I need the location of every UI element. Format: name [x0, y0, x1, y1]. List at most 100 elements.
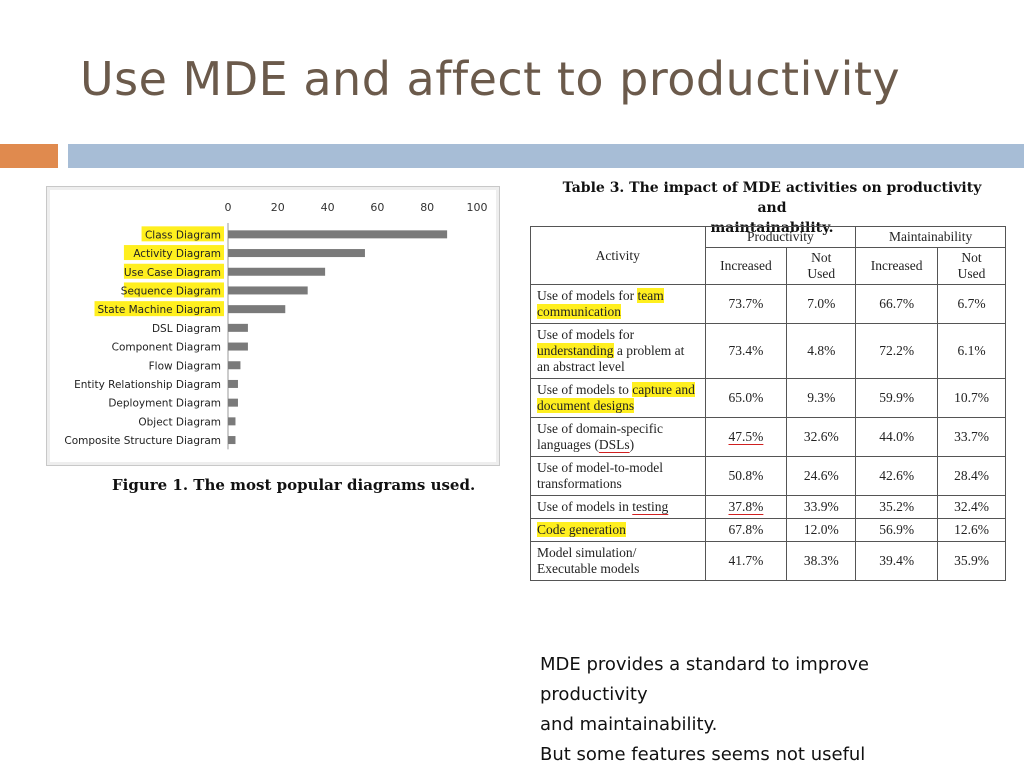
- header-increased: Increased: [704, 247, 788, 285]
- activity-highlight: Code generation: [537, 522, 626, 537]
- value-cell: 56.9%: [855, 518, 939, 542]
- x-tick-label: 80: [420, 201, 434, 214]
- category-highlight: [123, 263, 224, 279]
- x-tick-label: 40: [321, 201, 335, 214]
- slide-title: Use MDE and affect to productivity: [80, 52, 901, 106]
- activity-cell: Use of models in testing: [530, 495, 706, 519]
- activity-underline: DSLs: [598, 437, 630, 452]
- header-activity: Activity: [530, 226, 706, 285]
- value-text: 12.0%: [803, 522, 839, 537]
- table-row: Code generation 67.8% 12.0% 56.9% 12.6%: [530, 518, 1006, 542]
- value-cell: 32.4%: [937, 495, 1006, 519]
- diagram-usage-chart: 0 20 40 60 80 100 Class Diagram Activity Diagra…: [46, 186, 500, 466]
- category-label: Component Diagram: [112, 342, 221, 354]
- value-text: 9.3%: [807, 390, 836, 405]
- bar: [228, 417, 236, 426]
- activity-text: ): [629, 437, 635, 452]
- activity-cell: Use of models to capture and document de…: [530, 378, 706, 418]
- category-label: Flow Diagram: [149, 360, 221, 372]
- value-cell: 72.2%: [855, 323, 939, 379]
- value-text: 35.2%: [879, 499, 915, 514]
- value-cell: 73.4%: [704, 323, 788, 379]
- value-cell: 59.9%: [855, 378, 939, 418]
- bar: [228, 305, 286, 314]
- value-cell: 35.2%: [855, 495, 939, 519]
- slide-note: MDE provides a standard to improve produ…: [540, 650, 980, 770]
- header-not-used-line: Not: [961, 250, 982, 265]
- header-maintainability: Maintainability: [855, 226, 1006, 248]
- activity-cell: Model simulation/ Executable models: [530, 541, 706, 581]
- value-text: 32.6%: [803, 429, 839, 444]
- category-label: Activity Diagram: [133, 248, 221, 260]
- table-caption-line: Table 3. The impact of MDE activities on…: [562, 180, 982, 216]
- x-tick-label: 60: [370, 201, 384, 214]
- value-cell: 73.7%: [704, 284, 788, 324]
- activity-cell: Use of model-to-model transformations: [530, 456, 706, 496]
- impact-table: Activity Productivity Maintainability In…: [530, 226, 1006, 581]
- value-cell: 44.0%: [855, 417, 939, 457]
- activity-text: a problem at an abstract level: [537, 343, 685, 374]
- value-cell: 35.9%: [937, 541, 1006, 581]
- value-text: 10.7%: [954, 390, 989, 405]
- activity-cell: Use of models for team communication: [530, 284, 706, 324]
- figure-caption: Figure 1. The most popular diagrams used…: [112, 476, 476, 494]
- header-not-used-line: Not: [811, 250, 832, 265]
- activity-text: Use of models to: [537, 382, 633, 397]
- value-text: 28.4%: [954, 468, 989, 483]
- category-label: Composite Structure Diagram: [64, 435, 221, 447]
- value-text: 32.4%: [954, 499, 989, 514]
- table-row: Use of models for understanding a proble…: [530, 323, 1006, 379]
- value-cell: 65.0%: [704, 378, 788, 418]
- x-tick-label: 100: [467, 201, 488, 214]
- value-cell: 6.7%: [937, 284, 1006, 324]
- activity-highlight: understanding: [537, 343, 614, 358]
- activity-text: Use of models for: [537, 327, 635, 342]
- value-text: 6.7%: [957, 296, 986, 311]
- table-row: Use of model-to-model transformations 50.…: [530, 456, 1006, 496]
- table-row: Use of models in testing 37.8% 33.9% 35.2% 3…: [530, 495, 1006, 519]
- header-productivity: Productivity: [704, 226, 857, 248]
- value-text: 41.7%: [728, 553, 764, 568]
- x-tick-label: 20: [271, 201, 285, 214]
- value-cell: 24.6%: [786, 456, 857, 496]
- value-text: 44.0%: [879, 429, 915, 444]
- category-highlight: [123, 282, 224, 298]
- table-body: Use of models for team communication 73.7…: [530, 284, 1006, 581]
- activity-underline: testing: [632, 499, 669, 514]
- value-text: 37.8%: [728, 499, 764, 514]
- table-row: Use of domain-specific languages (DSLs) 4…: [530, 417, 1006, 457]
- value-cell: 6.1%: [937, 323, 1006, 379]
- table-row: Use of models to capture and document de…: [530, 378, 1006, 418]
- category-highlight: [94, 301, 224, 317]
- header-increased: Increased: [855, 247, 939, 285]
- bar: [228, 249, 365, 258]
- value-cell: 28.4%: [937, 456, 1006, 496]
- activity-text: Use of model-to-model transformations: [537, 460, 663, 491]
- value-text: 59.9%: [879, 390, 915, 405]
- value-text: 72.2%: [879, 343, 915, 358]
- activity-cell: Code generation: [530, 518, 706, 542]
- value-cell: 32.6%: [786, 417, 857, 457]
- value-text: 33.7%: [954, 429, 989, 444]
- header-not-used-line: Used: [957, 266, 986, 281]
- value-cell: 42.6%: [855, 456, 939, 496]
- category-highlight: [123, 245, 224, 261]
- value-cell: 33.7%: [937, 417, 1006, 457]
- value-cell: 67.8%: [704, 518, 788, 542]
- category-label: State Machine Diagram: [97, 304, 221, 316]
- table-row: Use of models for team communication 73.7…: [530, 284, 1006, 324]
- x-tick-label: 0: [225, 201, 232, 214]
- bar: [228, 342, 248, 351]
- category-label: Class Diagram: [145, 229, 221, 241]
- category-label: Deployment Diagram: [108, 398, 221, 410]
- value-cell: 41.7%: [704, 541, 788, 581]
- value-cell: 33.9%: [786, 495, 857, 519]
- value-text: 67.8%: [728, 522, 764, 537]
- category-label: Sequence Diagram: [121, 285, 221, 297]
- value-text: 35.9%: [954, 553, 989, 568]
- header-not-used-line: Used: [807, 266, 836, 281]
- value-cell: 10.7%: [937, 378, 1006, 418]
- activity-text: Use of domain-specific languages (: [537, 421, 663, 452]
- value-cell: 9.3%: [786, 378, 857, 418]
- bar: [228, 286, 308, 295]
